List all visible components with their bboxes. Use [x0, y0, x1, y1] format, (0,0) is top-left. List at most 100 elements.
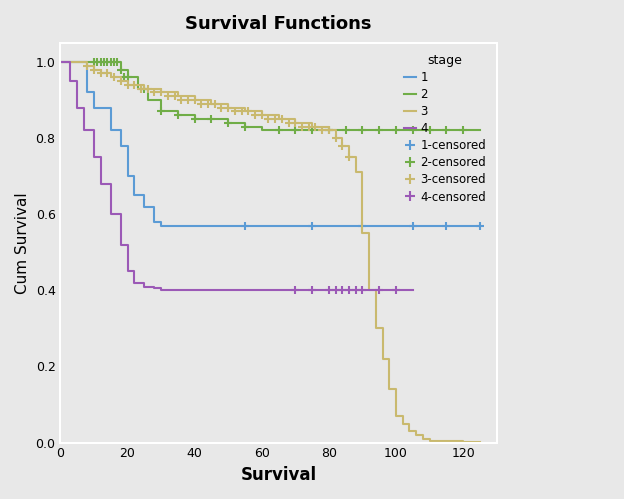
1-censored — [308, 223, 316, 229]
3 — [97, 70, 104, 76]
3 — [426, 438, 433, 444]
4 — [376, 287, 383, 293]
Line: 1: 1 — [61, 62, 480, 226]
2 — [392, 127, 400, 133]
1 — [150, 219, 158, 225]
2 — [459, 127, 467, 133]
2-censored — [117, 66, 125, 72]
3 — [225, 105, 232, 111]
1-censored — [241, 223, 249, 229]
2 — [258, 127, 266, 133]
2 — [241, 124, 249, 130]
3-censored — [345, 154, 353, 160]
2-censored — [191, 116, 198, 122]
2-censored — [376, 127, 383, 133]
1 — [130, 192, 138, 198]
1 — [117, 143, 125, 149]
4-censored — [352, 287, 359, 293]
3-censored — [137, 85, 145, 91]
4-censored — [376, 287, 383, 293]
3-censored — [339, 143, 346, 149]
2-censored — [241, 124, 249, 130]
4 — [157, 287, 165, 293]
3-censored — [258, 112, 266, 118]
3-censored — [124, 82, 131, 88]
1 — [325, 223, 333, 229]
2-censored — [97, 59, 104, 65]
4 — [359, 287, 366, 293]
2 — [376, 127, 383, 133]
1 — [191, 223, 198, 229]
2-censored — [94, 59, 101, 65]
2 — [308, 127, 316, 133]
3 — [275, 116, 282, 122]
3 — [442, 439, 450, 445]
1 — [291, 223, 299, 229]
3-censored — [184, 97, 192, 103]
2-censored — [114, 59, 121, 65]
2-censored — [90, 59, 98, 65]
2-censored — [325, 127, 333, 133]
3-censored — [97, 70, 104, 76]
1 — [124, 173, 131, 179]
3-censored — [218, 105, 225, 111]
2-censored — [100, 59, 108, 65]
3 — [386, 386, 393, 392]
2-censored — [104, 59, 111, 65]
4 — [67, 78, 74, 84]
3 — [117, 78, 125, 84]
2 — [225, 120, 232, 126]
X-axis label: Survival: Survival — [240, 466, 316, 484]
1 — [90, 105, 98, 111]
3 — [406, 428, 413, 434]
3-censored — [110, 74, 118, 80]
3-censored — [191, 97, 198, 103]
4 — [107, 211, 114, 217]
1 — [84, 89, 91, 95]
3-censored — [117, 78, 125, 84]
4-censored — [359, 287, 366, 293]
3 — [157, 89, 165, 95]
1 — [392, 223, 400, 229]
4-censored — [325, 287, 333, 293]
3-censored — [245, 108, 252, 114]
2 — [57, 59, 64, 65]
4-censored — [291, 287, 299, 293]
Line: 1-censored: 1-censored — [241, 222, 484, 230]
2 — [342, 127, 349, 133]
3 — [258, 112, 266, 118]
3 — [352, 169, 359, 175]
3 — [412, 432, 420, 438]
2-censored — [157, 108, 165, 114]
3 — [366, 287, 373, 293]
1 — [174, 223, 182, 229]
2-censored — [140, 85, 148, 91]
4 — [258, 287, 266, 293]
3 — [107, 74, 114, 80]
Line: 2: 2 — [61, 62, 480, 130]
3-censored — [177, 97, 185, 103]
3-censored — [157, 89, 165, 95]
3 — [174, 93, 182, 99]
4 — [74, 105, 81, 111]
1 — [359, 223, 366, 229]
4 — [291, 287, 299, 293]
3 — [459, 439, 467, 445]
Line: 3: 3 — [61, 62, 480, 442]
4 — [225, 287, 232, 293]
2 — [107, 59, 114, 65]
2 — [291, 127, 299, 133]
2 — [74, 59, 81, 65]
4 — [97, 181, 104, 187]
3-censored — [285, 120, 293, 126]
1 — [426, 223, 433, 229]
Y-axis label: Cum Survival: Cum Survival — [15, 192, 30, 293]
3 — [57, 59, 64, 65]
Line: 3-censored: 3-censored — [83, 61, 353, 161]
4 — [325, 287, 333, 293]
4 — [342, 287, 349, 293]
2 — [84, 59, 91, 65]
3-censored — [278, 116, 286, 122]
3-censored — [211, 101, 218, 107]
3 — [339, 143, 346, 149]
